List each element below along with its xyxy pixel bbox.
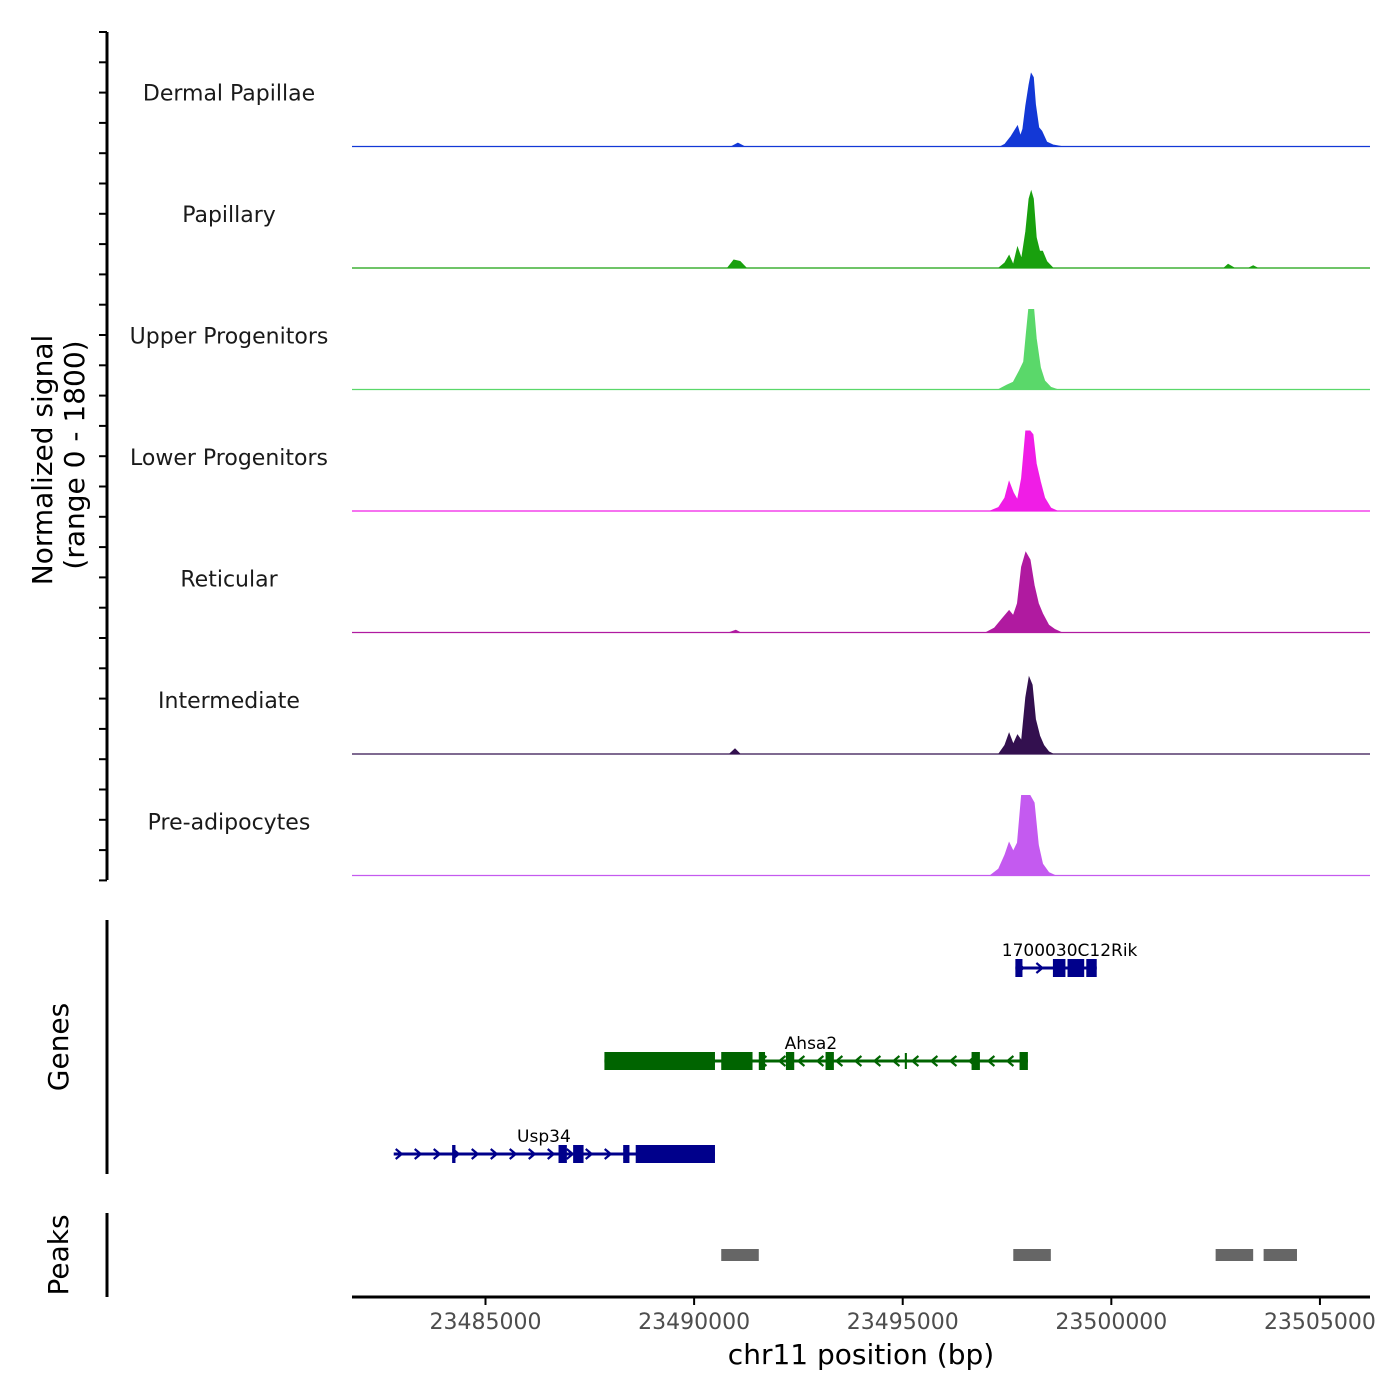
gene-exon <box>785 1052 795 1070</box>
coverage-area <box>728 675 1054 755</box>
strand-arrow <box>604 1148 613 1160</box>
strand-arrow <box>777 1055 787 1067</box>
strand-arrow <box>471 1148 480 1160</box>
strand-arrow <box>395 1148 404 1160</box>
strand-arrow <box>948 1055 958 1067</box>
gene-annotation-track: 1700030C12Rik Ahsa2 Usp34 <box>393 941 1138 1163</box>
x-tick-label: 23485000 <box>430 1310 542 1335</box>
track-papillary: Papillary <box>182 189 1370 269</box>
gene-exon <box>604 1052 715 1070</box>
strand-arrow <box>796 1055 806 1067</box>
gene-exon <box>1052 959 1066 977</box>
strand-arrow <box>509 1148 518 1160</box>
coverage-area <box>998 309 1058 390</box>
y-axis-title-line1: Normalized signal <box>26 335 59 586</box>
x-axis-title: chr11 position (bp) <box>728 1338 994 1371</box>
gene-exon <box>452 1145 456 1163</box>
strand-arrow <box>566 1148 575 1160</box>
strand-arrow <box>547 1148 556 1160</box>
track-lower-progenitors: Lower Progenitors <box>130 430 1370 512</box>
gene-exon <box>573 1145 584 1163</box>
x-tick-label: 23500000 <box>1055 1310 1167 1335</box>
strand-arrow <box>490 1148 499 1160</box>
track-label: Reticular <box>180 568 278 593</box>
x-tick-label: 23505000 <box>1264 1310 1376 1335</box>
gene-exon <box>1019 1052 1028 1070</box>
gene-exon <box>758 1052 766 1070</box>
strand-arrow <box>1005 1055 1015 1067</box>
gene-label: Usp34 <box>517 1127 571 1147</box>
strand-arrow <box>414 1148 423 1160</box>
track-intermediate: Intermediate <box>158 675 1370 755</box>
peaks-axis-title: Peaks <box>42 1214 75 1295</box>
strand-arrow <box>528 1148 537 1160</box>
strand-arrow <box>433 1148 442 1160</box>
x-tick-label: 23490000 <box>638 1310 750 1335</box>
x-tick-label: 23495000 <box>847 1310 959 1335</box>
gene-exon <box>635 1145 715 1163</box>
strand-arrow <box>834 1055 844 1067</box>
coverage-area <box>990 430 1058 512</box>
strand-arrow <box>891 1055 901 1067</box>
track-label: Pre-adipocytes <box>148 811 311 836</box>
gene-exon <box>904 1053 907 1069</box>
genes-axis-title: Genes <box>42 1003 75 1091</box>
coverage-area <box>729 551 1062 633</box>
y-axis-title-line2: (range 0 - 1800) <box>58 340 91 569</box>
gene-usp34: Usp34 <box>393 1127 715 1163</box>
track-label: Intermediate <box>158 689 300 714</box>
gene-exon <box>1067 959 1085 977</box>
track-dermal-papillae: Dermal Papillae <box>143 72 1370 148</box>
track-upper-progenitors: Upper Progenitors <box>130 309 1370 391</box>
gene-exon <box>721 1052 753 1070</box>
gene-exon <box>558 1145 567 1163</box>
strand-arrow <box>872 1055 882 1067</box>
gene-exon <box>1015 959 1023 977</box>
strand-arrow <box>910 1055 920 1067</box>
track-label: Upper Progenitors <box>130 325 329 350</box>
peaks-track <box>721 1249 1297 1261</box>
track-label: Papillary <box>182 203 276 228</box>
strand-arrow <box>853 1055 863 1067</box>
coverage-y-axis-ticks <box>99 31 107 882</box>
strand-arrow <box>585 1148 594 1160</box>
gene-exon <box>825 1052 834 1070</box>
peak-region <box>721 1249 759 1261</box>
track-label: Lower Progenitors <box>130 446 328 471</box>
gene-label: Ahsa2 <box>785 1034 838 1054</box>
track-label: Dermal Papillae <box>143 82 315 107</box>
gene-ahsa2: Ahsa2 <box>604 1034 1028 1070</box>
strand-arrow <box>929 1055 939 1067</box>
coverage-area <box>726 189 1258 269</box>
strand-arrow <box>815 1055 825 1067</box>
peak-region <box>1013 1249 1051 1261</box>
coverage-area <box>988 795 1056 876</box>
gene-exon <box>971 1052 980 1070</box>
peak-region <box>1263 1249 1297 1261</box>
track-pre-adipocytes: Pre-adipocytes <box>148 795 1370 877</box>
x-axis-ticks: 23485000 23490000 23495000 23500000 23505000 <box>430 1297 1376 1335</box>
gene-exon <box>1086 959 1097 977</box>
strand-arrow <box>1035 962 1045 974</box>
peak-region <box>1215 1249 1254 1261</box>
strand-arrow <box>986 1055 996 1067</box>
gene-exon <box>623 1145 630 1163</box>
coverage-tracks: Dermal Papillae Papillary Upper Progenitor… <box>130 72 1370 877</box>
coverage-area <box>731 72 1062 147</box>
track-reticular: Reticular <box>180 551 1370 634</box>
gene-1700030c12rik: 1700030C12Rik <box>1002 941 1138 977</box>
gene-label: 1700030C12Rik <box>1002 941 1138 961</box>
